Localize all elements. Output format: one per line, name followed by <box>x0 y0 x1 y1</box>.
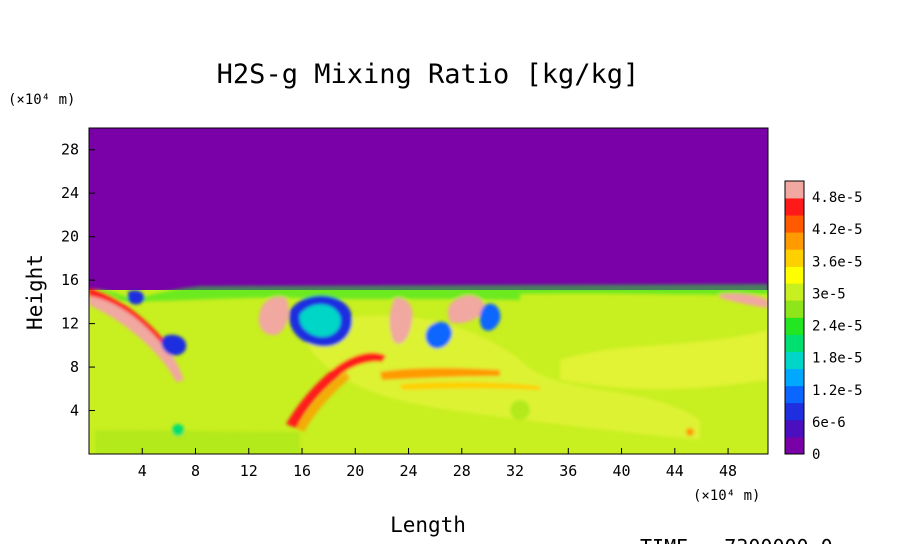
y-tick-label: 8 <box>70 358 79 376</box>
x-tick-label: 28 <box>453 462 471 480</box>
y-tick-label: 24 <box>61 184 79 202</box>
chart-title: H2S-g Mixing Ratio [kg/kg] <box>217 59 640 90</box>
colorbar-swatch <box>785 300 804 318</box>
x-tick-label: 24 <box>399 462 417 480</box>
colorbar-tick-label: 4.8e-5 <box>812 190 863 206</box>
x-axis-title: Length <box>390 513 466 537</box>
colorbar-swatch <box>785 317 804 335</box>
x-tick-label: 36 <box>559 462 577 480</box>
colorbar-frame <box>784 180 805 455</box>
y-unit-label: (×10⁴ m) <box>8 92 75 108</box>
colorbar-tick-label: 4.2e-5 <box>812 222 863 238</box>
colorbar-swatch <box>785 419 804 438</box>
colorbar-swatch <box>785 402 804 421</box>
y-tick-label: 16 <box>61 271 79 289</box>
colorbar-swatch <box>785 436 804 455</box>
x-tick-label: 20 <box>346 462 364 480</box>
heatmap-field <box>89 128 768 454</box>
colorbar-swatch <box>785 249 804 267</box>
colorbar-tick-label: 1.8e-5 <box>812 351 863 367</box>
colorbar <box>784 180 805 455</box>
colorbar-swatch <box>785 215 804 233</box>
x-tick-label: 16 <box>293 462 311 480</box>
colorbar-swatch <box>785 283 804 301</box>
y-tick-label: 4 <box>70 402 79 420</box>
x-tick-label: 40 <box>613 462 631 480</box>
colorbar-tick-label: 3.6e-5 <box>812 254 863 270</box>
x-tick-label: 44 <box>666 462 684 480</box>
colorbar-tick-label: 3e-5 <box>812 286 846 302</box>
colorbar-tick-label: 6e-6 <box>812 415 846 431</box>
colorbar-swatch <box>785 181 804 199</box>
colorbar-swatch <box>785 368 804 387</box>
y-axis-ticks: 4 8 12 16 20 24 28 <box>61 141 95 420</box>
colorbar-swatch <box>785 334 804 353</box>
x-tick-label: 8 <box>191 462 200 480</box>
colorbar-tick-label: 0 <box>812 447 820 463</box>
y-tick-label: 12 <box>61 315 79 333</box>
x-tick-label: 12 <box>240 462 258 480</box>
time-label: TIME = 7300000.0 <box>640 535 833 544</box>
x-tick-label: 4 <box>138 462 147 480</box>
y-axis-title: Height <box>23 254 47 330</box>
colorbar-tick-label: 2.4e-5 <box>812 319 863 335</box>
plot-frame <box>88 127 769 455</box>
colorbar-labels: 4.8e-5 4.2e-5 3.6e-5 3e-5 2.4e-5 1.8e-5 1.2e-5… <box>812 190 863 463</box>
y-tick-label: 20 <box>61 228 79 246</box>
colorbar-swatch <box>785 198 804 216</box>
colorbar-swatch <box>785 266 804 284</box>
x-tick-label: 32 <box>506 462 524 480</box>
y-tick-label: 28 <box>61 141 79 159</box>
colorbar-swatch <box>785 385 804 404</box>
colorbar-swatch <box>785 232 804 250</box>
colorbar-tick-label: 1.2e-5 <box>812 383 863 399</box>
colorbar-swatch <box>785 351 804 370</box>
x-tick-label: 48 <box>719 462 737 480</box>
x-unit-label: (×10⁴ m) <box>693 488 760 504</box>
upper-layer <box>89 128 768 290</box>
x-axis-ticks: 4 8 12 16 20 24 28 32 36 40 44 48 <box>138 448 737 480</box>
